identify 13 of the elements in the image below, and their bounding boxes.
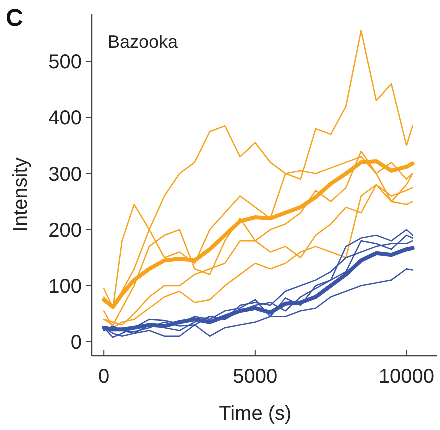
y-tick-label: 500 — [48, 52, 82, 74]
x-tick-label: 0 — [98, 366, 110, 388]
y-tick-label: 200 — [48, 220, 82, 242]
x-tick-label: 10000 — [378, 366, 435, 388]
x-tick-label: 5000 — [233, 366, 278, 388]
y-tick-label: 300 — [48, 164, 82, 186]
y-tick-label: 100 — [48, 276, 82, 298]
y-axis-title: Intensity — [10, 158, 32, 232]
y-tick-label: 0 — [70, 332, 82, 354]
text: Bazooka — [108, 32, 180, 52]
y-tick-label: 400 — [48, 108, 82, 130]
text: C — [6, 5, 24, 32]
x-axis-title: Time (s) — [219, 403, 292, 425]
